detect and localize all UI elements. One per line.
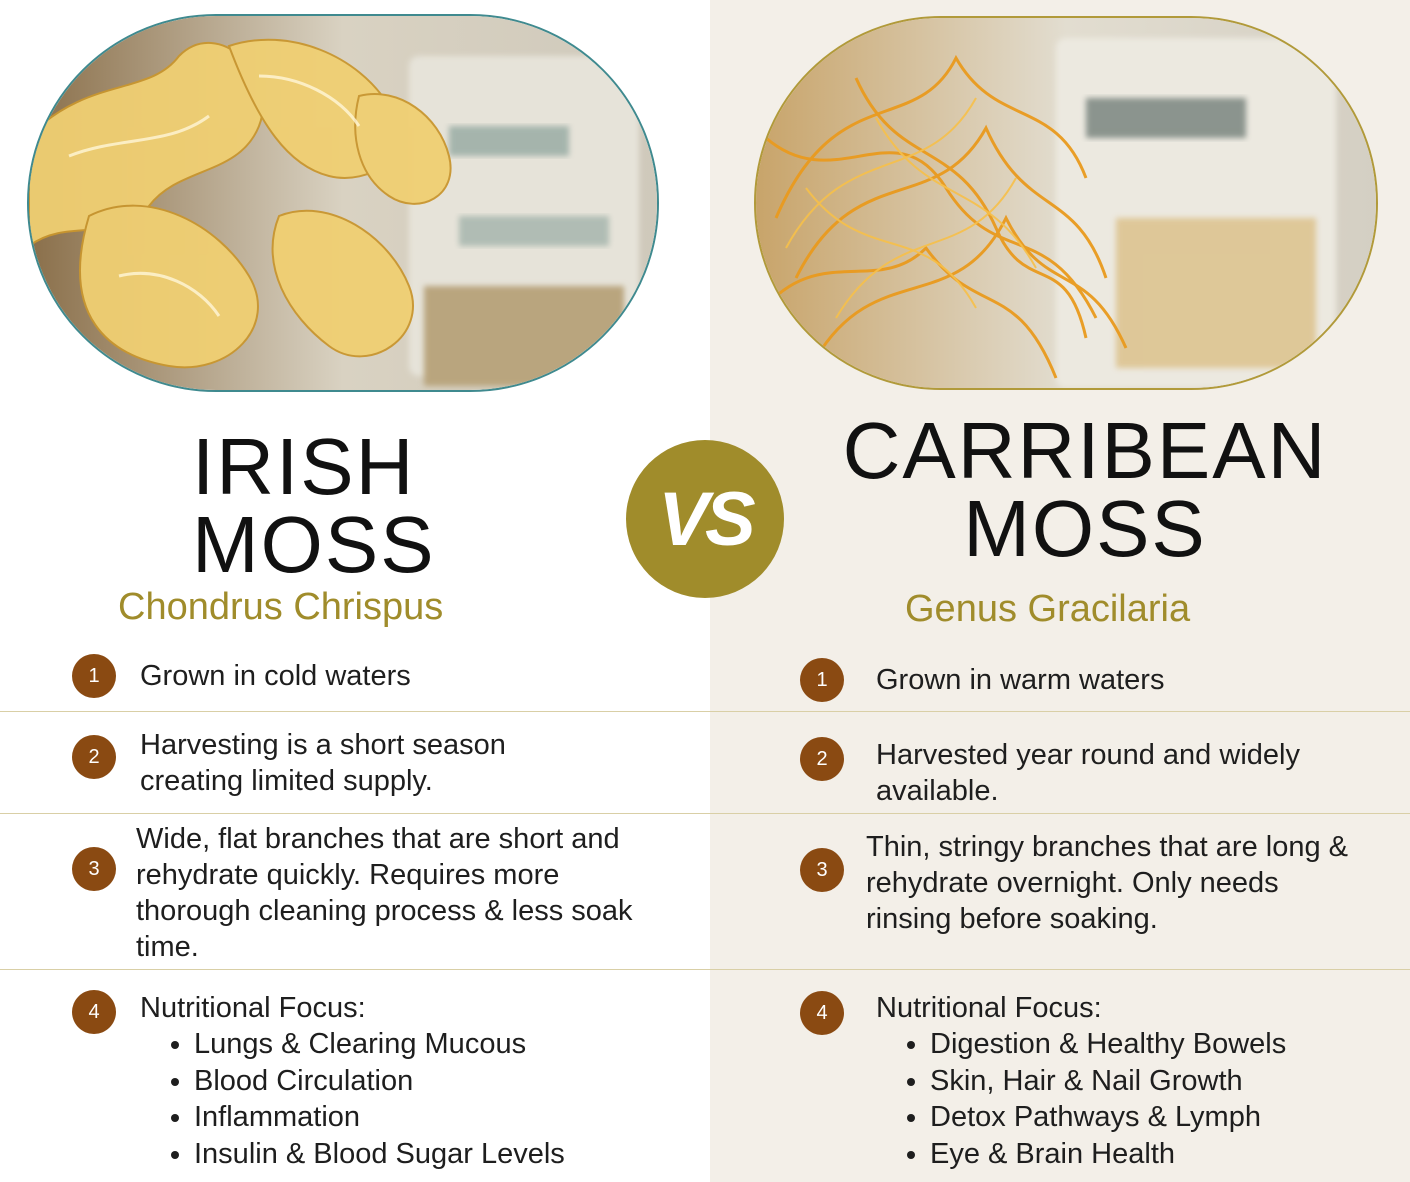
irish-moss-title-line1: IRISH: [192, 422, 416, 511]
irish-moss-photo: [27, 14, 659, 392]
list-item: Skin, Hair & Nail Growth: [930, 1063, 1376, 1100]
left-item-text: Grown in cold waters: [140, 660, 411, 692]
list-item: Lungs & Clearing Mucous: [194, 1026, 660, 1063]
left-nutrition-list: Lungs & Clearing Mucous Blood Circulatio…: [140, 1026, 660, 1172]
list-item: Detox Pathways & Lymph: [930, 1099, 1376, 1136]
irish-moss-subtitle: Chondrus Chrispus: [118, 586, 444, 628]
right-item-number: 3: [800, 848, 844, 892]
right-nutrition-heading: Nutritional Focus:: [876, 992, 1102, 1024]
right-item-text: Grown in warm waters: [876, 664, 1165, 696]
right-item-nutrition: Nutritional Focus: Digestion & Healthy B…: [876, 990, 1376, 1172]
irish-moss-title: IRISH MOSS: [140, 422, 480, 589]
list-item: Insulin & Blood Sugar Levels: [194, 1136, 660, 1173]
caribbean-moss-title: CARRIBEAN MOSS: [820, 406, 1350, 573]
vs-badge: VS: [626, 440, 784, 598]
caribbean-moss-title-line1: CARRIBEAN: [842, 406, 1328, 495]
left-item-text: Wide, flat branches that are short and r…: [136, 823, 633, 963]
caribbean-moss-subtitle: Genus Gracilaria: [905, 588, 1191, 630]
list-item: Digestion & Healthy Bowels: [930, 1026, 1376, 1063]
left-item-nutrition: Nutritional Focus: Lungs & Clearing Muco…: [140, 990, 660, 1172]
row-divider: [0, 711, 1410, 712]
row-divider: [0, 969, 1410, 970]
list-item: Inflammation: [194, 1099, 660, 1136]
caribbean-moss-title-line2: MOSS: [963, 484, 1207, 573]
irish-moss-title-line2: MOSS: [192, 500, 436, 589]
caribbean-moss-photo: [754, 16, 1378, 390]
left-item-number: 4: [72, 990, 116, 1034]
list-item: Eye & Brain Health: [930, 1136, 1376, 1173]
left-item-number: 3: [72, 847, 116, 891]
left-item-text: Harvesting is a short season creating li…: [140, 729, 506, 797]
right-nutrition-list: Digestion & Healthy Bowels Skin, Hair & …: [876, 1026, 1376, 1172]
left-item-number: 1: [72, 654, 116, 698]
left-nutrition-heading: Nutritional Focus:: [140, 992, 366, 1024]
left-item-number: 2: [72, 735, 116, 779]
right-item-number: 2: [800, 737, 844, 781]
right-item-text: Harvested year round and widely availabl…: [876, 739, 1300, 807]
row-divider: [0, 813, 1410, 814]
list-item: Blood Circulation: [194, 1063, 660, 1100]
right-item-text: Thin, stringy branches that are long & r…: [866, 831, 1348, 935]
right-item-number: 4: [800, 991, 844, 1035]
right-item-number: 1: [800, 658, 844, 702]
